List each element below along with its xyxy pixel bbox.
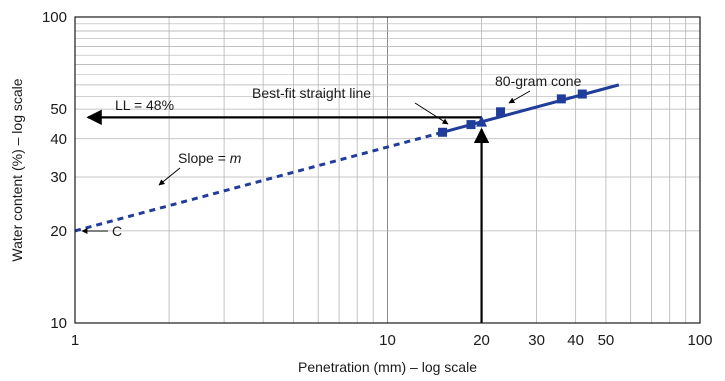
best-fit-label: Best-fit straight line — [252, 85, 371, 101]
y-tick-label: 30 — [50, 169, 67, 186]
x-tick-label: 100 — [687, 332, 712, 349]
y-tick-label: 40 — [50, 131, 67, 148]
cone-pointer — [508, 90, 531, 104]
data-points — [438, 89, 587, 137]
ll-label: LL = 48% — [115, 97, 174, 113]
data-point — [466, 120, 476, 130]
x-tick-label: 40 — [567, 332, 584, 349]
annotations: LL = 48% Best-fit straight line 80-gram co… — [81, 73, 582, 239]
data-point — [438, 127, 448, 137]
x-tick-label: 50 — [598, 332, 615, 349]
data-point — [577, 89, 587, 99]
slope-pointer — [158, 167, 181, 186]
intercept-label: C — [112, 223, 122, 239]
data-point — [556, 94, 566, 104]
best-fit-pointer — [414, 102, 449, 125]
x-tick-label: 1 — [71, 332, 79, 349]
x-axis-title: Penetration (mm) – log scale — [298, 359, 477, 375]
x-tick-label: 30 — [528, 332, 545, 349]
x-tick-label: 20 — [473, 332, 490, 349]
guide-lines — [86, 109, 490, 323]
x-tick-label: 10 — [379, 332, 396, 349]
fit-line-extrapolated — [74, 130, 443, 233]
grid — [75, 17, 700, 323]
cone-label: 80-gram cone — [495, 73, 582, 89]
y-tick-label: 10 — [50, 315, 67, 332]
y-tick-label: 50 — [50, 101, 67, 118]
plot-frame — [74, 16, 701, 324]
y-axis-title: Water content (%) – log scale — [9, 78, 25, 261]
marked-point-triangle — [476, 115, 488, 127]
y-tick-label: 100 — [42, 9, 67, 26]
y-tick-label: 20 — [50, 223, 67, 240]
slope-label: Slope = m — [178, 150, 242, 166]
data-point — [496, 107, 506, 117]
